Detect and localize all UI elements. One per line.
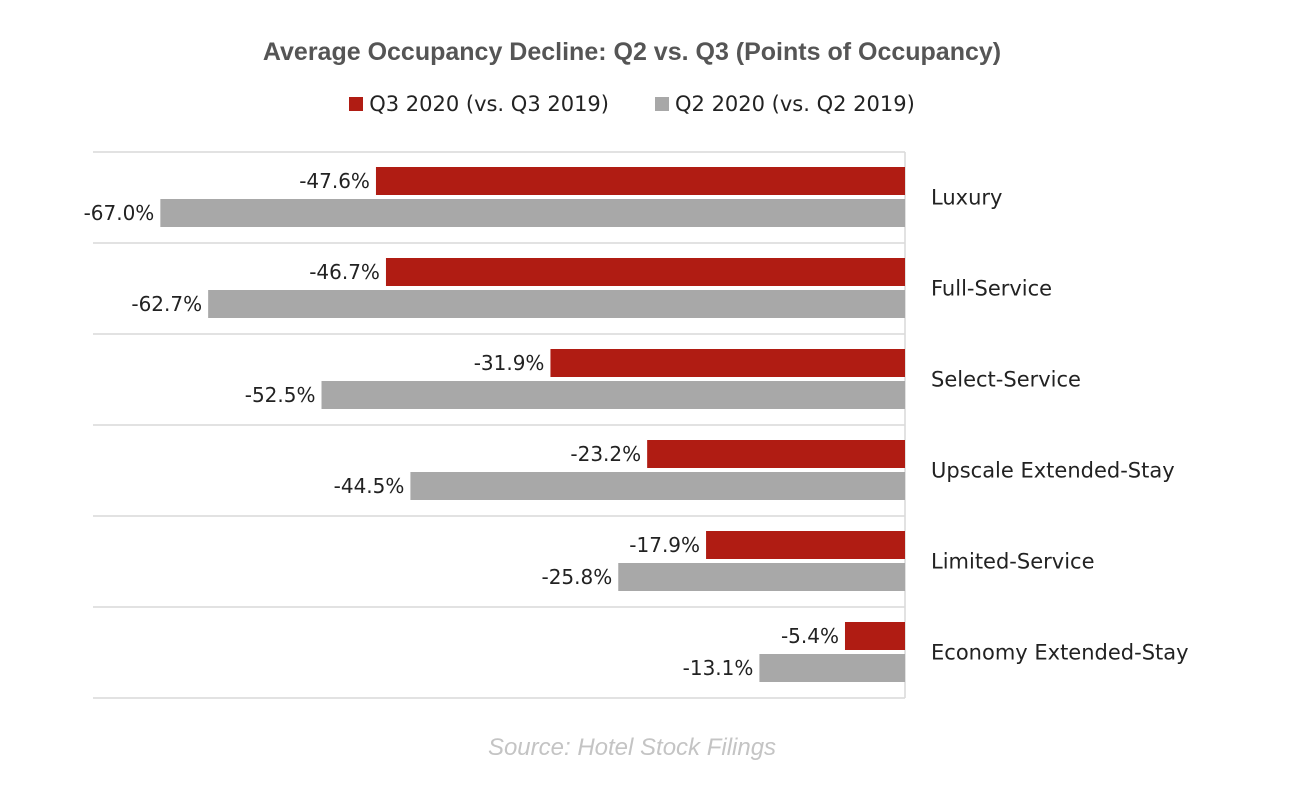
- bar: [160, 199, 906, 227]
- legend-item-q2: Q2 2020 (vs. Q2 2019): [655, 92, 915, 116]
- data-label: -52.5%: [245, 383, 316, 407]
- bar: [759, 654, 905, 682]
- data-label: -46.7%: [309, 260, 380, 284]
- data-label: -67.0%: [84, 201, 155, 225]
- category-label: Select-Service: [931, 368, 1081, 392]
- source-note: Source: Hotel Stock Filings: [487, 734, 777, 761]
- bar: [410, 472, 905, 500]
- data-label: -13.1%: [683, 656, 754, 680]
- category-label: Upscale Extended-Stay: [931, 459, 1175, 483]
- data-label: -44.5%: [334, 474, 405, 498]
- data-label: -23.2%: [570, 442, 641, 466]
- bar: [647, 440, 905, 468]
- bar: [321, 381, 905, 409]
- bar: [375, 167, 906, 195]
- legend-label-q2: Q2 2020 (vs. Q2 2019): [675, 92, 915, 116]
- bar: [208, 290, 906, 318]
- bar: [385, 258, 905, 286]
- bar: [706, 531, 905, 559]
- data-label: -62.7%: [131, 292, 202, 316]
- legend-label-q3: Q3 2020 (vs. Q3 2019): [369, 92, 609, 116]
- category-label: Luxury: [931, 186, 1002, 210]
- data-label: -31.9%: [474, 351, 545, 375]
- bar: [618, 563, 905, 591]
- chart-title: Average Occupancy Decline: Q2 vs. Q3 (Po…: [262, 38, 1002, 66]
- category-label: Full-Service: [931, 277, 1052, 301]
- data-label: -47.6%: [299, 169, 370, 193]
- chart-legend: Q3 2020 (vs. Q3 2019) Q2 2020 (vs. Q2 20…: [0, 92, 1264, 116]
- data-label: -5.4%: [781, 624, 839, 648]
- bar: [844, 622, 905, 650]
- legend-item-q3: Q3 2020 (vs. Q3 2019): [349, 92, 609, 116]
- data-label: -17.9%: [629, 533, 700, 557]
- data-label: -25.8%: [541, 565, 612, 589]
- legend-swatch-q3: [349, 97, 364, 111]
- legend-swatch-q2: [655, 97, 669, 111]
- bar: [550, 349, 905, 377]
- category-label: Limited-Service: [931, 550, 1095, 574]
- category-label: Economy Extended-Stay: [931, 641, 1189, 665]
